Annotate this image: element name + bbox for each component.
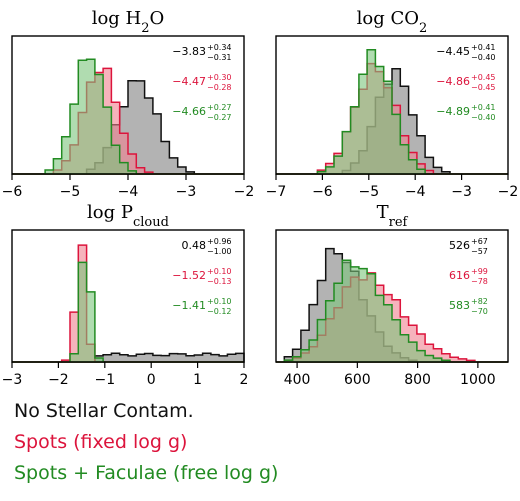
annotation-minus: −78: [471, 277, 488, 286]
annotation-plus: +0.10: [207, 297, 232, 306]
annotation-minus: −0.27: [207, 113, 232, 122]
panel-1: log CO2−7 −6 −5 −4 −3 −2−4.45 +0.41−0.40−4.86 +…: [266, 8, 519, 200]
annotation-median: −4.66: [172, 105, 206, 118]
panel-title: log H2O: [92, 8, 165, 36]
axes-frame: [11, 229, 245, 363]
posterior-annotation-1: −4.86 +0.45−0.45: [436, 73, 495, 92]
annotation-minus: −0.31: [207, 53, 232, 62]
annotation-minus: −0.45: [471, 83, 496, 92]
x-tick-label: −6: [312, 184, 333, 200]
posterior-annotation-1: 616 +99−78: [449, 267, 488, 286]
x-tick-label: 1000: [460, 372, 496, 388]
posterior-annotation-0: −4.45 +0.41−0.40: [436, 43, 495, 62]
posterior-annotation-2: −4.66 +0.27−0.27: [172, 103, 231, 122]
legend-entry-spots: Spots (fixed log g): [14, 431, 188, 453]
annotation-plus: +0.10: [207, 267, 232, 276]
legend-entry-spots-faculae: Spots + Faculae (free log g): [14, 462, 279, 484]
annotation-minus: −0.13: [207, 277, 232, 286]
axes-frame: [275, 35, 509, 175]
posterior-annotation-2: 583 +82−70: [449, 297, 488, 316]
annotation-minus: −70: [471, 307, 488, 316]
annotation-median: −1.41: [172, 299, 206, 312]
x-tick-label: −7: [266, 184, 287, 200]
panel-2: log Pcloud−3 −2 −1 0 1 20.48 +0.96−1.00−1.52 +0…: [2, 202, 249, 388]
annotation-plus: +67: [471, 237, 488, 246]
annotation-plus: +99: [471, 267, 488, 276]
panel-title: log CO2: [357, 8, 428, 36]
annotation-plus: +0.27: [207, 103, 232, 112]
annotation-median: 616: [449, 269, 470, 282]
annotation-plus: +0.41: [471, 103, 496, 112]
annotation-plus: +0.30: [207, 73, 232, 82]
x-tick-label: 800: [404, 372, 431, 388]
x-tick-label: 1: [193, 372, 202, 388]
annotation-median: −4.86: [436, 75, 470, 88]
x-tick-label: 400: [284, 372, 311, 388]
annotation-minus: −0.40: [471, 53, 496, 62]
legend: No Stellar Contam. Spots (fixed log g) S…: [14, 396, 278, 489]
panel-0: log H2O−6 −5 −4 −3 −2−3.83 +0.34−0.31−4.47 +0.…: [2, 8, 255, 200]
annotation-minus: −0.40: [471, 113, 496, 122]
posterior-annotation-2: −4.89 +0.41−0.40: [436, 103, 495, 122]
annotation-plus: +82: [471, 297, 488, 306]
x-tick-label: −2: [498, 184, 519, 200]
posterior-annotation-2: −1.41 +0.10−0.12: [172, 297, 231, 316]
panel-title: log Pcloud: [87, 202, 169, 230]
legend-entry-no-contam: No Stellar Contam.: [14, 400, 194, 422]
x-tick-label: −1: [94, 372, 115, 388]
annotation-median: 583: [449, 299, 470, 312]
corner-histogram-figure: log H2O−6 −5 −4 −3 −2−3.83 +0.34−0.31−4.47 +0.…: [2, 8, 519, 388]
annotation-minus: −0.12: [207, 307, 232, 316]
axes-frame: [275, 229, 509, 363]
x-tick-label: −4: [405, 184, 426, 200]
panel-3: Tref 400 600 800 1000 526 +67−57 616 +99−78 583 +8…: [275, 202, 509, 388]
annotation-minus: −57: [471, 247, 488, 256]
annotation-median: −3.83: [172, 45, 206, 58]
x-tick-label: −2: [48, 372, 69, 388]
x-tick-label: 0: [147, 372, 156, 388]
posterior-annotation-0: 0.48 +0.96−1.00: [182, 237, 232, 256]
annotation-median: −4.47: [172, 75, 206, 88]
x-tick-label: 600: [344, 372, 371, 388]
annotation-plus: +0.96: [207, 237, 232, 246]
panel-title: Tref: [377, 202, 409, 230]
annotation-median: −4.89: [436, 105, 470, 118]
histogram-series-0: [12, 352, 245, 363]
annotation-minus: −0.28: [207, 83, 232, 92]
posterior-annotation-0: −3.83 +0.34−0.31: [172, 43, 231, 62]
x-tick-label: −3: [451, 184, 472, 200]
x-tick-label: −5: [60, 184, 81, 200]
annotation-median: 0.48: [182, 239, 207, 252]
annotation-median: −1.52: [172, 269, 206, 282]
x-tick-label: −6: [2, 184, 23, 200]
annotation-plus: +0.34: [207, 43, 232, 52]
annotation-minus: −1.00: [207, 247, 232, 256]
annotation-median: −4.45: [436, 45, 470, 58]
x-tick-label: 2: [240, 372, 249, 388]
x-tick-label: −2: [234, 184, 255, 200]
x-tick-label: −5: [358, 184, 379, 200]
annotation-median: 526: [449, 239, 470, 252]
annotation-plus: +0.41: [471, 43, 496, 52]
posterior-annotation-1: −1.52 +0.10−0.13: [172, 267, 231, 286]
posterior-annotation-0: 526 +67−57: [449, 237, 488, 256]
x-tick-label: −3: [2, 372, 23, 388]
posterior-annotation-1: −4.47 +0.30−0.28: [172, 73, 231, 92]
x-tick-label: −3: [176, 184, 197, 200]
annotation-plus: +0.45: [471, 73, 496, 82]
x-tick-label: −4: [118, 184, 139, 200]
